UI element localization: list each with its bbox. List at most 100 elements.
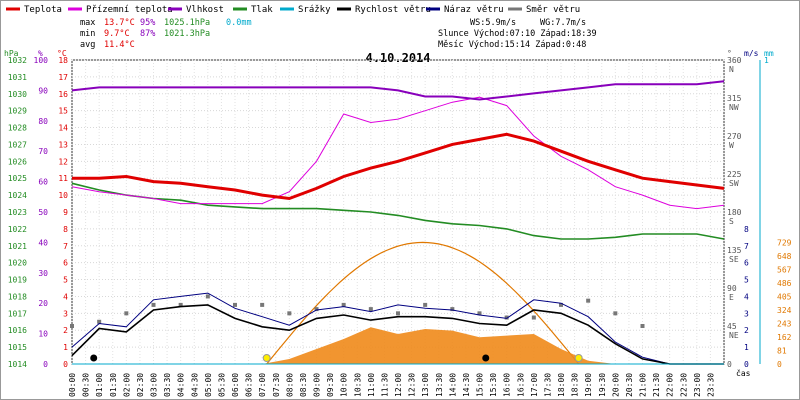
tick-hpa: 1014 (8, 360, 27, 369)
axis-hpa-label: hPa (4, 49, 19, 58)
tick-time: 11:30 (380, 373, 389, 397)
stat-max-hum: 95% (140, 18, 155, 28)
tick-solar: 81 (777, 346, 787, 355)
tick-time: 06:00 (231, 373, 240, 397)
wind-direction-point (70, 324, 74, 328)
tick-compass: E (729, 293, 734, 302)
tick-deg: 0 (727, 360, 732, 369)
tick-solar: 243 (777, 319, 792, 328)
moonset-marker (90, 354, 98, 362)
stat-ws: WS:5.9m/s (470, 18, 516, 28)
pressure-line (71, 182, 725, 240)
legend-naraz: Náraz větru (444, 5, 504, 15)
tick-c: 10 (58, 191, 68, 200)
wind-direction-point (613, 311, 618, 316)
tick-time: 14:00 (448, 373, 457, 397)
tick-hpa: 1021 (8, 242, 27, 251)
tick-compass: S (729, 217, 734, 226)
tick-time: 08:30 (299, 373, 308, 397)
tick-ms: 1 (744, 343, 749, 352)
tick-compass: NE (729, 331, 739, 340)
wind-direction-point (640, 324, 645, 328)
tick-time: 00:30 (82, 373, 91, 397)
tick-time: 11:00 (367, 373, 376, 397)
tick-time: 16:30 (516, 373, 525, 397)
tick-c: 0 (63, 360, 68, 369)
tick-time: 14:30 (462, 373, 471, 397)
stat-max-temp: 13.7°C (104, 18, 135, 28)
tick-time: 01:30 (109, 373, 118, 397)
tick-deg: 225 (727, 170, 742, 179)
sunrise-marker (262, 354, 271, 362)
tick-hpa: 1032 (8, 56, 27, 65)
tick-deg: 315 (727, 94, 742, 103)
tick-time: 05:30 (217, 373, 226, 397)
tick-time: 12:30 (408, 373, 417, 397)
tick-hpa: 1026 (8, 157, 27, 166)
wind-direction-point (97, 319, 102, 324)
tick-pct: 30 (38, 269, 48, 278)
tick-hpa: 1024 (8, 191, 27, 200)
tick-pct: 50 (38, 208, 48, 217)
tick-solar: 486 (777, 279, 792, 288)
axis-ms-label: m/s (744, 49, 759, 58)
tick-time: 09:00 (313, 373, 322, 397)
axis-deg-label: ° (727, 49, 732, 58)
tick-ms: 7 (744, 242, 749, 251)
tick-time: 10:30 (353, 373, 362, 397)
legend: Teplota Přízemní teplota Vlhkost Tlak Sr… (6, 5, 580, 15)
stat-min-label: min (80, 29, 95, 39)
wind-direction-point (314, 307, 319, 312)
stat-max-press: 1025.1hPa (164, 18, 210, 28)
stat-min-press: 1021.3hPa (164, 29, 210, 39)
tick-pct: 10 (38, 330, 48, 339)
tick-hpa: 1027 (8, 140, 27, 149)
tick-time: 00:00 (68, 373, 77, 397)
wind-direction-point (341, 302, 346, 307)
tick-deg: 135 (727, 246, 742, 255)
tick-time: 07:00 (258, 373, 267, 397)
tick-time: 18:30 (571, 373, 580, 397)
tick-c: 15 (58, 107, 68, 116)
tick-c: 4 (63, 292, 68, 301)
stat-avg-label: avg (80, 40, 95, 50)
sun-moon-markers (90, 354, 583, 362)
tick-time: 20:30 (625, 373, 634, 397)
tick-deg: 180 (727, 208, 742, 217)
tick-time: 17:00 (530, 373, 539, 397)
wind-direction-point (287, 311, 292, 316)
tick-solar: 729 (777, 238, 792, 247)
tick-compass: N (729, 65, 734, 74)
wind-direction-point (368, 307, 373, 312)
stat-avg-temp: 11.4°C (104, 40, 135, 50)
tick-pct: 60 (38, 178, 48, 187)
tick-hpa: 1019 (8, 276, 27, 285)
tick-solar: 405 (777, 292, 792, 301)
tick-hpa: 1020 (8, 259, 27, 268)
tick-compass: SW (729, 179, 739, 188)
wind-direction-point (450, 307, 455, 312)
tick-time: 08:00 (285, 373, 294, 397)
legend-vlhkost: Vlhkost (186, 5, 224, 15)
tick-hpa: 1017 (8, 309, 27, 318)
tick-c: 9 (63, 208, 68, 217)
stats-block: max 13.7°C 95% 1025.1hPa 0.0mm min 9.7°C… (80, 18, 597, 50)
tick-c: 1 (63, 343, 68, 352)
solar-theory-line (266, 241, 580, 365)
axis-pct-label: % (38, 49, 43, 58)
tick-pct: 100 (34, 56, 49, 65)
tick-solar: 648 (777, 252, 792, 261)
stat-max-rain: 0.0mm (226, 18, 252, 28)
wind-direction-point (586, 298, 591, 303)
tick-hpa: 1029 (8, 107, 27, 116)
tick-deg: 45 (727, 322, 737, 331)
tick-c: 8 (63, 225, 68, 234)
tick-c: 13 (58, 140, 68, 149)
tick-time: 04:00 (177, 373, 186, 397)
axis-time-label: čas (736, 368, 751, 378)
axis-c-label: °C (57, 49, 67, 58)
wind-speed-line (71, 304, 724, 365)
tick-time: 09:30 (326, 373, 335, 397)
stat-sun: Slunce Východ:07:10 Západ:18:39 (438, 29, 597, 39)
